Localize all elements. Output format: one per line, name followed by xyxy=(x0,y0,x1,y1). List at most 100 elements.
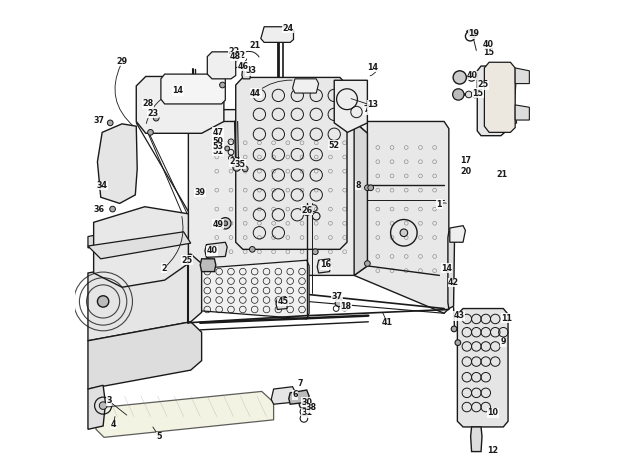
Polygon shape xyxy=(484,62,515,133)
Text: 37: 37 xyxy=(94,115,105,124)
Circle shape xyxy=(225,146,229,151)
Text: 24: 24 xyxy=(282,24,293,33)
Polygon shape xyxy=(503,114,516,130)
Polygon shape xyxy=(88,254,202,341)
Polygon shape xyxy=(261,27,293,42)
Text: 36: 36 xyxy=(94,205,105,214)
Text: 21: 21 xyxy=(249,41,260,50)
Circle shape xyxy=(223,221,227,226)
Circle shape xyxy=(233,163,240,171)
Text: 11: 11 xyxy=(501,314,512,323)
Text: 40: 40 xyxy=(483,40,493,49)
Text: 37: 37 xyxy=(331,292,342,301)
Circle shape xyxy=(453,71,467,84)
Polygon shape xyxy=(199,260,309,319)
Polygon shape xyxy=(88,322,202,389)
Circle shape xyxy=(335,299,343,307)
Text: 18: 18 xyxy=(340,302,351,311)
Polygon shape xyxy=(205,242,227,257)
Polygon shape xyxy=(317,259,331,273)
Polygon shape xyxy=(271,387,295,404)
Text: 26: 26 xyxy=(301,206,312,215)
Polygon shape xyxy=(235,77,347,249)
Text: 33: 33 xyxy=(245,66,257,76)
Polygon shape xyxy=(354,122,368,276)
Circle shape xyxy=(302,206,312,215)
Text: 47: 47 xyxy=(212,128,223,137)
Text: 44: 44 xyxy=(250,88,261,97)
Polygon shape xyxy=(334,80,368,133)
Text: 19: 19 xyxy=(468,29,480,38)
Polygon shape xyxy=(501,71,516,110)
Text: 53: 53 xyxy=(212,142,223,151)
Text: 46: 46 xyxy=(238,62,249,71)
Text: 21: 21 xyxy=(497,171,508,180)
Text: 6: 6 xyxy=(292,390,298,399)
Circle shape xyxy=(249,247,255,252)
Text: 31: 31 xyxy=(302,408,312,417)
Polygon shape xyxy=(202,110,368,133)
Circle shape xyxy=(451,326,457,332)
Polygon shape xyxy=(470,427,482,452)
Circle shape xyxy=(99,402,107,409)
Text: 15: 15 xyxy=(472,88,483,97)
Text: 8: 8 xyxy=(355,181,361,190)
Text: 14: 14 xyxy=(441,264,452,273)
Polygon shape xyxy=(515,105,530,120)
Text: 51: 51 xyxy=(212,147,223,156)
Text: 48: 48 xyxy=(230,52,241,61)
Circle shape xyxy=(477,74,483,81)
Text: 20: 20 xyxy=(460,167,472,176)
Text: 5: 5 xyxy=(156,432,162,441)
Text: 22: 22 xyxy=(229,48,240,57)
Text: 27: 27 xyxy=(229,157,240,166)
Polygon shape xyxy=(93,207,188,287)
Text: 1: 1 xyxy=(437,200,442,209)
Text: 3: 3 xyxy=(106,397,112,405)
Text: 10: 10 xyxy=(487,408,498,417)
Text: 32: 32 xyxy=(235,51,246,60)
Text: 42: 42 xyxy=(448,278,459,287)
Polygon shape xyxy=(448,232,455,309)
Text: 9: 9 xyxy=(500,337,506,346)
Text: 25: 25 xyxy=(182,256,193,265)
Circle shape xyxy=(465,91,472,98)
Polygon shape xyxy=(88,216,188,248)
Circle shape xyxy=(220,218,231,229)
Polygon shape xyxy=(97,124,137,203)
Text: 40: 40 xyxy=(467,71,478,80)
Circle shape xyxy=(110,206,115,212)
Text: 52: 52 xyxy=(328,141,340,150)
Circle shape xyxy=(97,296,109,307)
Circle shape xyxy=(278,299,286,307)
Text: 23: 23 xyxy=(147,109,158,118)
Polygon shape xyxy=(354,122,449,314)
Circle shape xyxy=(400,229,407,237)
Circle shape xyxy=(243,68,249,75)
Text: 43: 43 xyxy=(454,311,465,320)
Text: 50: 50 xyxy=(212,137,223,146)
Polygon shape xyxy=(96,391,273,437)
Text: 38: 38 xyxy=(306,403,317,412)
Text: 41: 41 xyxy=(382,318,392,327)
Text: 35: 35 xyxy=(235,160,246,169)
Text: 2: 2 xyxy=(161,264,166,273)
Polygon shape xyxy=(457,309,508,427)
Circle shape xyxy=(293,392,304,403)
Text: 12: 12 xyxy=(487,446,498,455)
Circle shape xyxy=(296,395,301,400)
Circle shape xyxy=(153,115,159,121)
Polygon shape xyxy=(289,390,309,404)
Polygon shape xyxy=(515,68,530,84)
Text: 45: 45 xyxy=(278,297,288,306)
Text: 14: 14 xyxy=(368,63,379,72)
Text: 28: 28 xyxy=(143,99,154,108)
Polygon shape xyxy=(450,226,465,242)
Text: 7: 7 xyxy=(363,105,369,114)
Text: 4: 4 xyxy=(111,420,117,429)
Text: 25: 25 xyxy=(477,80,488,89)
Text: 34: 34 xyxy=(97,181,108,190)
Polygon shape xyxy=(88,385,105,429)
Circle shape xyxy=(202,259,214,271)
Polygon shape xyxy=(242,67,251,79)
